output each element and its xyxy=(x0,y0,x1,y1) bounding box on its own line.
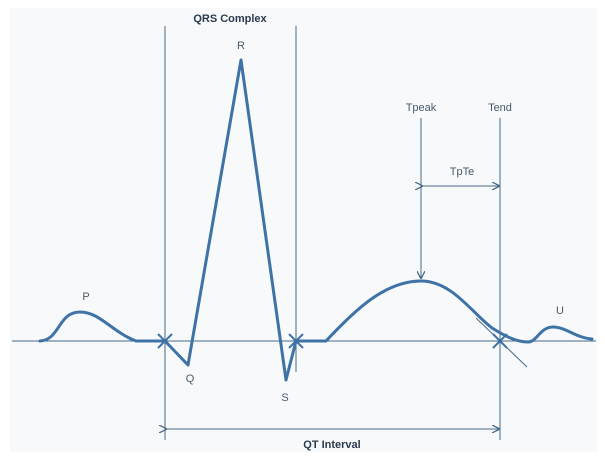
qrs-complex-label: QRS Complex xyxy=(193,13,267,25)
qt-interval-label: QT Interval xyxy=(303,439,360,451)
u-wave-label: U xyxy=(556,305,564,317)
r-wave-label: R xyxy=(237,40,245,52)
tend-label: Tend xyxy=(488,102,512,114)
diagram-background xyxy=(10,8,597,452)
q-wave-label: Q xyxy=(186,373,195,385)
tpte-label: TpTe xyxy=(450,166,474,178)
tpeak-label: Tpeak xyxy=(406,102,437,114)
p-wave-label: P xyxy=(82,291,89,303)
ecg-waveform xyxy=(38,58,594,382)
s-wave-label: S xyxy=(281,392,288,404)
